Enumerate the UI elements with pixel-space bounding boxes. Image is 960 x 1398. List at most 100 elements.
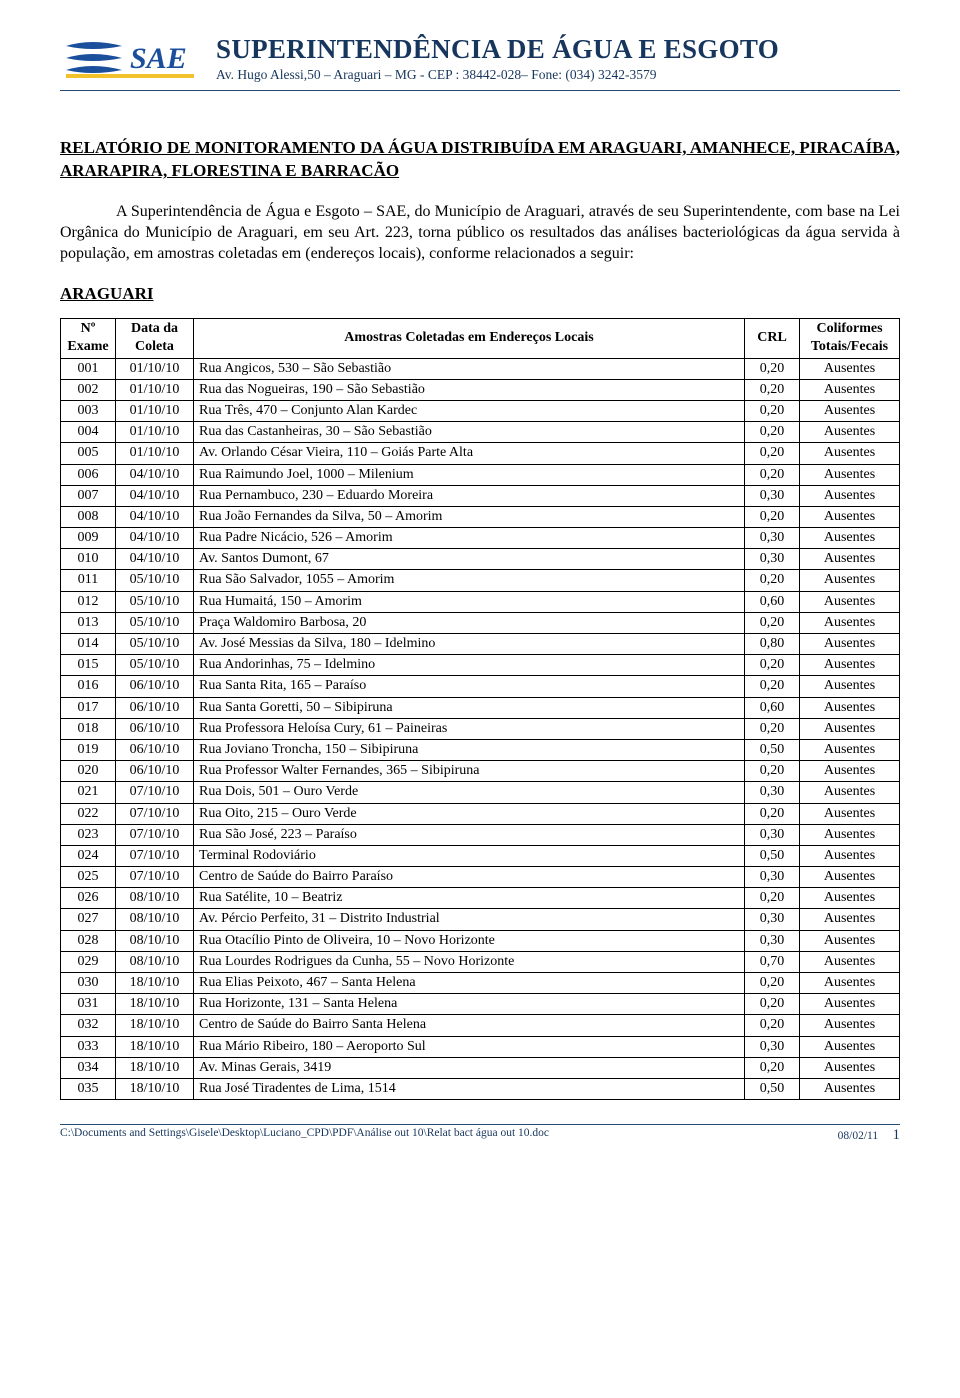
cell-coliforms: Ausentes xyxy=(800,464,900,485)
col-header-crl: CRL xyxy=(745,319,800,358)
table-row: 01405/10/10Av. José Messias da Silva, 18… xyxy=(61,634,900,655)
cell-exam: 023 xyxy=(61,824,116,845)
cell-date: 18/10/10 xyxy=(116,1078,194,1099)
sae-logo-icon: SAE xyxy=(62,32,198,84)
cell-exam: 005 xyxy=(61,443,116,464)
cell-crl: 0,30 xyxy=(745,909,800,930)
cell-crl: 0,30 xyxy=(745,485,800,506)
page-footer: C:\Documents and Settings\Gisele\Desktop… xyxy=(60,1127,900,1144)
cell-coliforms: Ausentes xyxy=(800,909,900,930)
cell-address: Rua Andorinhas, 75 – Idelmino xyxy=(194,655,745,676)
cell-date: 01/10/10 xyxy=(116,400,194,421)
header-rule xyxy=(60,90,900,91)
table-row: 00704/10/10Rua Pernambuco, 230 – Eduardo… xyxy=(61,485,900,506)
cell-crl: 0,20 xyxy=(745,400,800,421)
section-heading: ARAGUARI xyxy=(60,284,900,304)
table-row: 03318/10/10Rua Mário Ribeiro, 180 – Aero… xyxy=(61,1036,900,1057)
footer-date: 08/02/11 xyxy=(838,1130,878,1142)
cell-date: 08/10/10 xyxy=(116,888,194,909)
cell-exam: 027 xyxy=(61,909,116,930)
cell-address: Rua Satélite, 10 – Beatriz xyxy=(194,888,745,909)
cell-date: 06/10/10 xyxy=(116,676,194,697)
cell-crl: 0,20 xyxy=(745,973,800,994)
table-row: 01806/10/10Rua Professora Heloísa Cury, … xyxy=(61,718,900,739)
cell-coliforms: Ausentes xyxy=(800,867,900,888)
cell-exam: 028 xyxy=(61,930,116,951)
cell-exam: 002 xyxy=(61,379,116,400)
samples-table: Nº Exame Data da Coleta Amostras Coletad… xyxy=(60,318,900,1100)
cell-exam: 017 xyxy=(61,697,116,718)
cell-date: 05/10/10 xyxy=(116,634,194,655)
cell-exam: 026 xyxy=(61,888,116,909)
cell-coliforms: Ausentes xyxy=(800,591,900,612)
cell-coliforms: Ausentes xyxy=(800,697,900,718)
cell-exam: 016 xyxy=(61,676,116,697)
cell-coliforms: Ausentes xyxy=(800,1036,900,1057)
cell-date: 01/10/10 xyxy=(116,443,194,464)
cell-address: Rua Três, 470 – Conjunto Alan Kardec xyxy=(194,400,745,421)
table-row: 00501/10/10Av. Orlando César Vieira, 110… xyxy=(61,443,900,464)
cell-coliforms: Ausentes xyxy=(800,570,900,591)
cell-coliforms: Ausentes xyxy=(800,422,900,443)
cell-coliforms: Ausentes xyxy=(800,634,900,655)
cell-address: Av. Santos Dumont, 67 xyxy=(194,549,745,570)
table-row: 00604/10/10Rua Raimundo Joel, 1000 – Mil… xyxy=(61,464,900,485)
table-row: 02207/10/10Rua Oito, 215 – Ouro Verde0,2… xyxy=(61,803,900,824)
cell-exam: 012 xyxy=(61,591,116,612)
cell-coliforms: Ausentes xyxy=(800,739,900,760)
cell-coliforms: Ausentes xyxy=(800,549,900,570)
table-row: 01205/10/10Rua Humaitá, 150 – Amorim0,60… xyxy=(61,591,900,612)
cell-address: Rua das Nogueiras, 190 – São Sebastião xyxy=(194,379,745,400)
cell-date: 05/10/10 xyxy=(116,655,194,676)
cell-coliforms: Ausentes xyxy=(800,612,900,633)
cell-address: Rua São Salvador, 1055 – Amorim xyxy=(194,570,745,591)
header-text-block: SUPERINTENDÊNCIA DE ÁGUA E ESGOTO Av. Hu… xyxy=(216,34,900,83)
cell-exam: 030 xyxy=(61,973,116,994)
cell-crl: 0,20 xyxy=(745,1057,800,1078)
cell-date: 05/10/10 xyxy=(116,591,194,612)
table-row: 03418/10/10Av. Minas Gerais, 34190,20Aus… xyxy=(61,1057,900,1078)
cell-address: Rua Humaitá, 150 – Amorim xyxy=(194,591,745,612)
table-row: 01105/10/10Rua São Salvador, 1055 – Amor… xyxy=(61,570,900,591)
cell-date: 08/10/10 xyxy=(116,930,194,951)
cell-crl: 0,20 xyxy=(745,506,800,527)
cell-date: 04/10/10 xyxy=(116,506,194,527)
table-row: 01706/10/10Rua Santa Goretti, 50 – Sibip… xyxy=(61,697,900,718)
cell-crl: 0,20 xyxy=(745,718,800,739)
table-row: 01004/10/10Av. Santos Dumont, 670,30Ause… xyxy=(61,549,900,570)
cell-address: Centro de Saúde do Bairro Paraíso xyxy=(194,867,745,888)
cell-date: 05/10/10 xyxy=(116,612,194,633)
cell-address: Rua Padre Nicácio, 526 – Amorim xyxy=(194,528,745,549)
table-row: 00101/10/10Rua Angicos, 530 – São Sebast… xyxy=(61,358,900,379)
table-row: 01606/10/10Rua Santa Rita, 165 – Paraíso… xyxy=(61,676,900,697)
cell-date: 07/10/10 xyxy=(116,782,194,803)
cell-coliforms: Ausentes xyxy=(800,761,900,782)
cell-address: Rua Santa Goretti, 50 – Sibipiruna xyxy=(194,697,745,718)
cell-exam: 022 xyxy=(61,803,116,824)
cell-exam: 007 xyxy=(61,485,116,506)
footer-page-number: 1 xyxy=(893,1127,901,1143)
cell-coliforms: Ausentes xyxy=(800,951,900,972)
cell-crl: 0,60 xyxy=(745,591,800,612)
cell-coliforms: Ausentes xyxy=(800,718,900,739)
cell-date: 07/10/10 xyxy=(116,824,194,845)
cell-crl: 0,30 xyxy=(745,824,800,845)
footer-rule xyxy=(60,1124,900,1125)
cell-coliforms: Ausentes xyxy=(800,400,900,421)
col-header-date: Data da Coleta xyxy=(116,319,194,358)
cell-crl: 0,20 xyxy=(745,761,800,782)
cell-address: Rua Lourdes Rodrigues da Cunha, 55 – Nov… xyxy=(194,951,745,972)
cell-exam: 010 xyxy=(61,549,116,570)
table-row: 02006/10/10Rua Professor Walter Fernande… xyxy=(61,761,900,782)
cell-date: 18/10/10 xyxy=(116,1057,194,1078)
page-header: SAE SUPERINTENDÊNCIA DE ÁGUA E ESGOTO Av… xyxy=(60,30,900,86)
cell-date: 08/10/10 xyxy=(116,951,194,972)
table-row: 02407/10/10Terminal Rodoviário0,50Ausent… xyxy=(61,845,900,866)
cell-date: 04/10/10 xyxy=(116,549,194,570)
cell-address: Rua Pernambuco, 230 – Eduardo Moreira xyxy=(194,485,745,506)
cell-address: Rua Oito, 215 – Ouro Verde xyxy=(194,803,745,824)
cell-exam: 003 xyxy=(61,400,116,421)
cell-address: Rua Professora Heloísa Cury, 61 – Painei… xyxy=(194,718,745,739)
col-header-coliforms: Coliformes Totais/Fecais xyxy=(800,319,900,358)
cell-exam: 015 xyxy=(61,655,116,676)
